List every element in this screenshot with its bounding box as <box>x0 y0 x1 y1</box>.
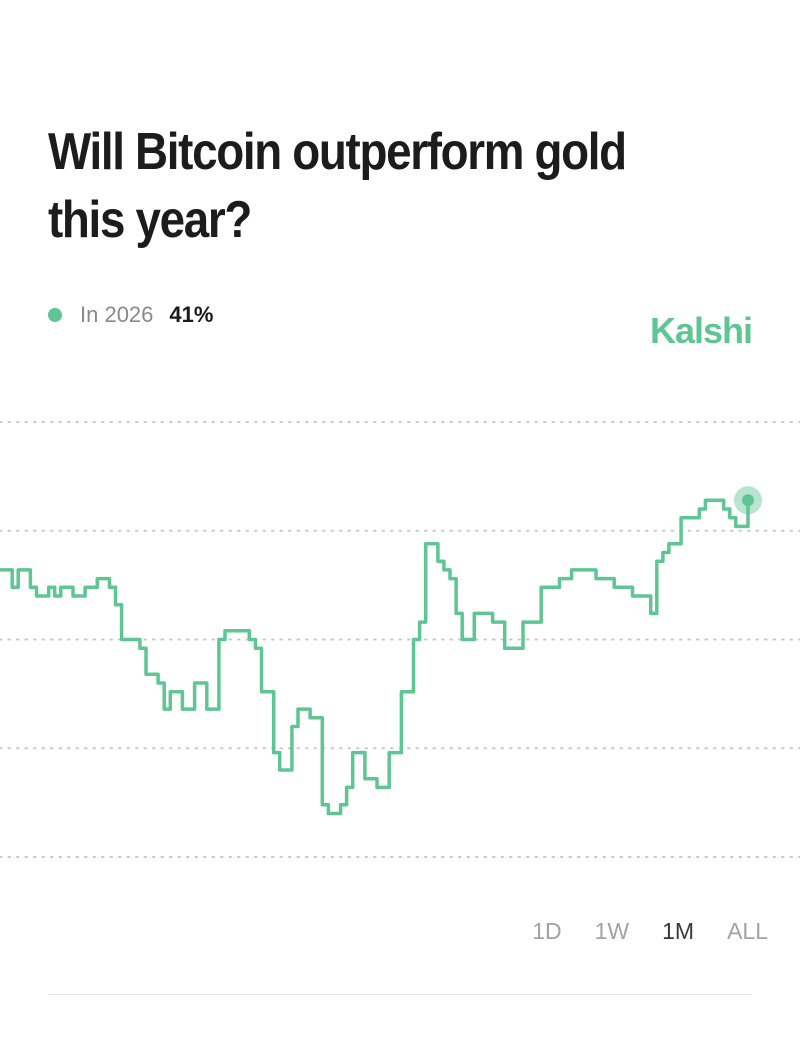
price-chart <box>0 421 800 858</box>
time-range-selector: 1D 1W 1M ALL <box>499 918 768 945</box>
current-point-marker <box>742 494 754 507</box>
brand-logo: Kalshi <box>649 310 753 351</box>
range-tab-1w[interactable]: 1W <box>594 918 630 944</box>
section-divider <box>48 994 752 995</box>
chart-legend: In 2026 41% <box>48 300 213 330</box>
range-tab-1m[interactable]: 1M <box>662 918 695 944</box>
market-title: Will Bitcoin outperform gold this year? <box>48 123 627 249</box>
legend-series-name: In 2026 <box>80 302 154 327</box>
series-line <box>0 498 750 816</box>
legend-series-value: 41% <box>169 302 214 327</box>
range-tab-all[interactable]: ALL <box>727 918 768 944</box>
series-dot-icon <box>48 308 62 322</box>
range-tab-1d[interactable]: 1D <box>532 918 562 944</box>
